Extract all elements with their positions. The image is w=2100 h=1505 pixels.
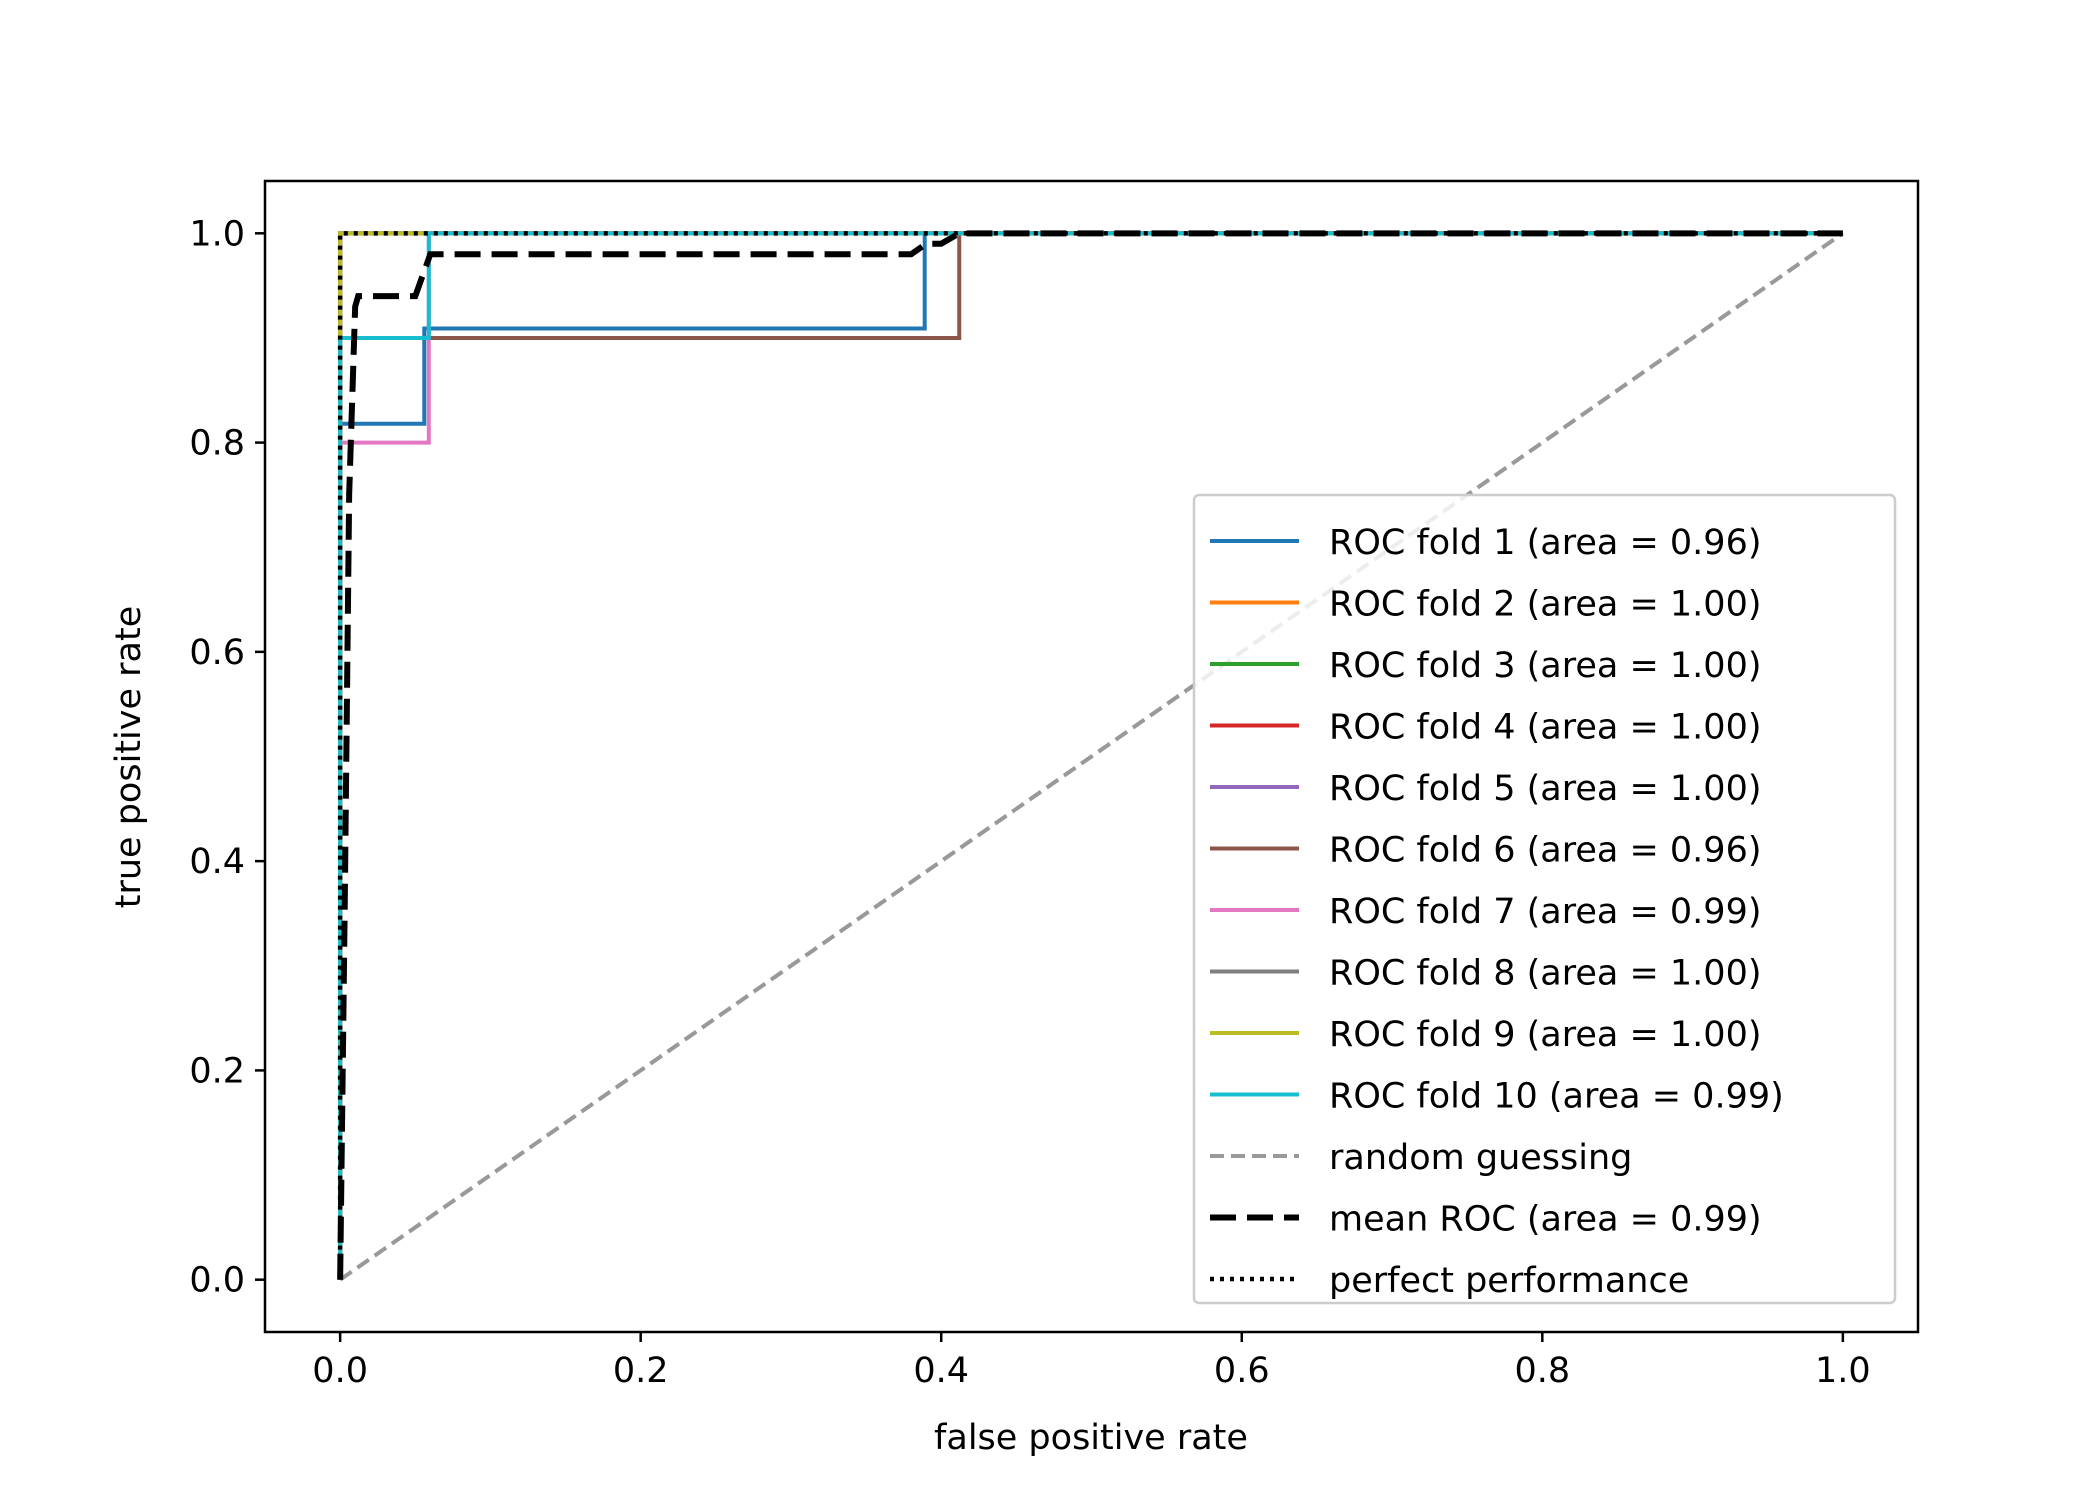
legend-frame <box>1192 493 1897 1305</box>
legend-label: ROC fold 4 (area = 1.00) <box>1329 708 1762 748</box>
y-tick-label: 0.0 <box>189 1261 245 1301</box>
legend-label: ROC fold 8 (area = 1.00) <box>1329 954 1762 994</box>
legend-label: perfect performance <box>1329 1261 1689 1301</box>
y-tick-label: 1.0 <box>189 214 245 254</box>
x-tick-label: 0.2 <box>613 1351 669 1391</box>
legend-label: mean ROC (area = 0.99) <box>1329 1200 1762 1240</box>
x-tick-label: 0.0 <box>312 1351 368 1391</box>
plot-frame <box>263 179 1920 1334</box>
y-axis-label: true positive rate <box>109 606 149 908</box>
legend-label: ROC fold 1 (area = 0.96) <box>1329 523 1762 563</box>
legend-label: ROC fold 9 (area = 1.00) <box>1329 1015 1762 1055</box>
series-line-11 <box>338 231 1845 1282</box>
y-tick-label: 0.2 <box>189 1051 245 1091</box>
legend-label: ROC fold 5 (area = 1.00) <box>1329 769 1762 809</box>
y-tick-label: 0.4 <box>189 842 245 882</box>
legend: ROC fold 1 (area = 0.96) ROC fold 2 (area… <box>1192 493 1897 1305</box>
x-tick-label: 0.4 <box>913 1351 969 1391</box>
series-layer <box>337 230 1845 1282</box>
x-tick-label: 0.6 <box>1214 1351 1270 1391</box>
x-axis-label: false positive rate <box>934 1418 1248 1458</box>
legend-label: random guessing <box>1329 1138 1632 1178</box>
series-line-10 <box>338 231 1843 1280</box>
ticks-layer: 0.0 0.2 0.4 0.6 0.8 1.0 0.0 0.2 0.4 0.6 0.8 1.0 <box>189 214 1870 1391</box>
legend-label: ROC fold 10 (area = 0.99) <box>1329 1077 1784 1117</box>
x-tick-label: 1.0 <box>1815 1351 1871 1391</box>
legend-label: ROC fold 3 (area = 1.00) <box>1329 646 1762 686</box>
series-line-12 <box>337 230 1843 1280</box>
x-tick-label: 0.8 <box>1514 1351 1570 1391</box>
y-tick-label: 0.6 <box>189 633 245 673</box>
legend-label: ROC fold 2 (area = 1.00) <box>1329 585 1762 625</box>
legend-label: ROC fold 7 (area = 0.99) <box>1329 892 1762 932</box>
legend-label: ROC fold 6 (area = 0.96) <box>1329 831 1762 871</box>
y-tick-label: 0.8 <box>189 424 245 464</box>
